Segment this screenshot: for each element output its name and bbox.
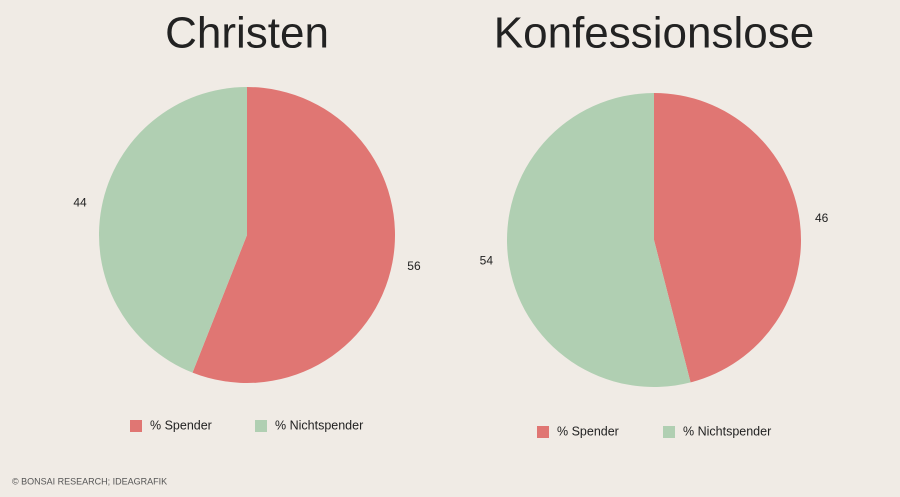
legend-swatch [130, 420, 142, 432]
legend-label: % Nichtspender [683, 424, 771, 438]
source-note: © BONSAI RESEARCH; IDEAGRAFIK [12, 476, 167, 486]
pie-slice [192, 87, 395, 384]
data-label: 56 [407, 259, 421, 273]
chart-title: Christen [165, 9, 329, 58]
pie-slice [654, 93, 801, 383]
legend-label: % Spender [557, 424, 619, 438]
data-label: 44 [73, 195, 87, 209]
legend-label: % Nichtspender [275, 418, 363, 432]
pie-slice [98, 87, 247, 373]
legend-swatch [663, 426, 675, 438]
pie-slice [506, 93, 691, 387]
data-label: 54 [480, 253, 494, 267]
data-label: 46 [815, 211, 829, 225]
legend-swatch [537, 426, 549, 438]
legend-label: % Spender [150, 418, 212, 432]
legend-swatch [255, 420, 267, 432]
chart-title: Konfessionslose [494, 9, 814, 58]
